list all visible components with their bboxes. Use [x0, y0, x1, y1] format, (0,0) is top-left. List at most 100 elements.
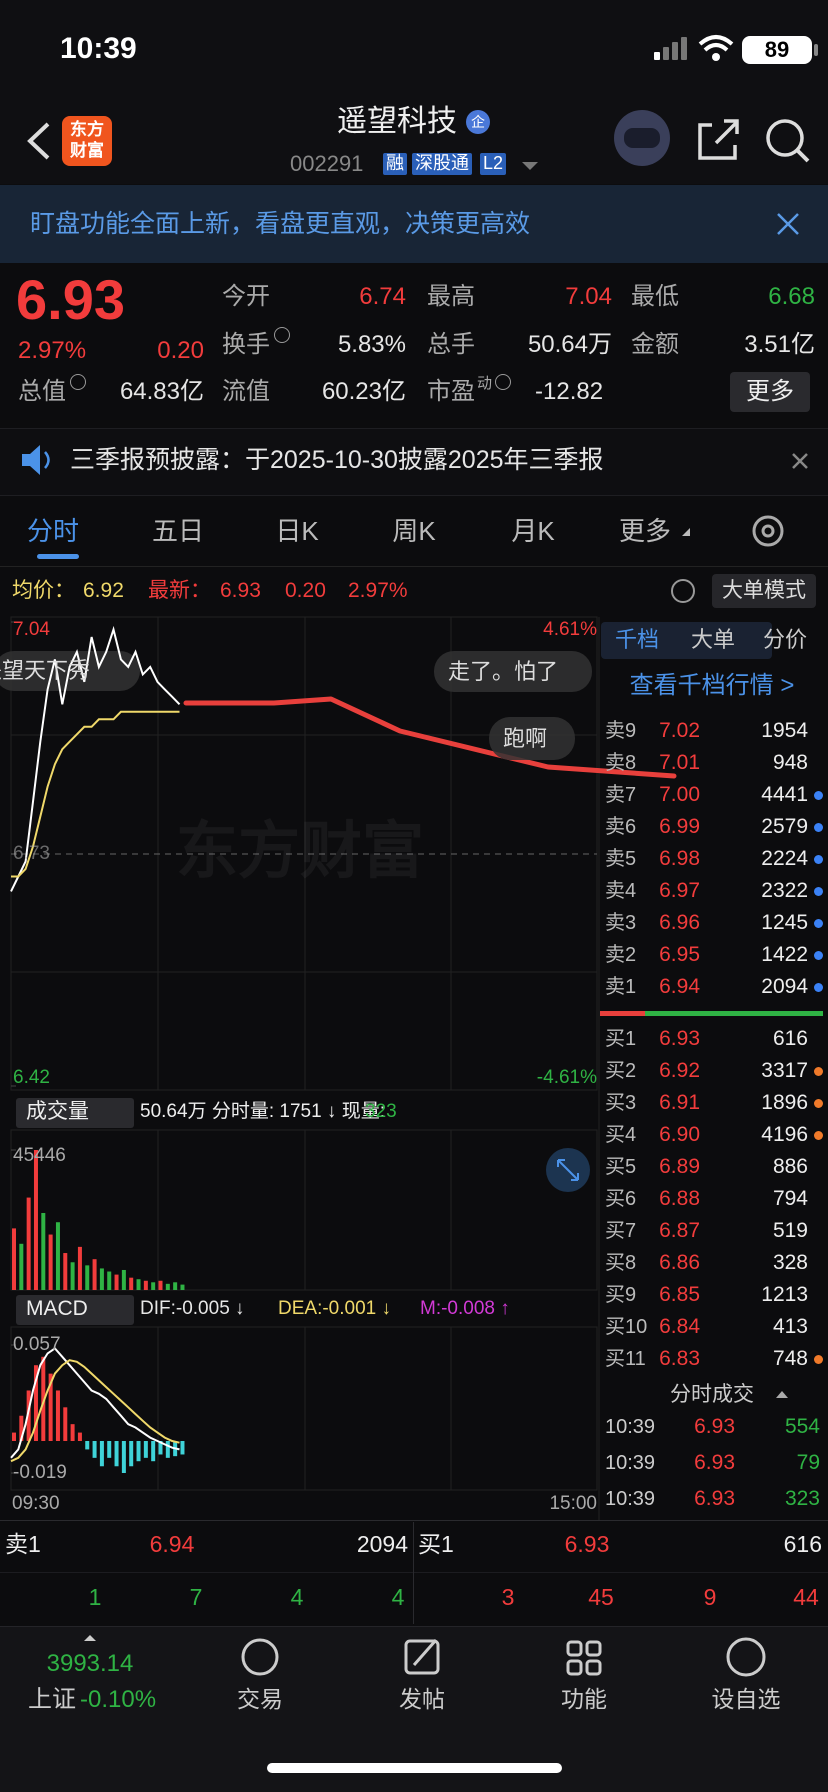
book-price: 6.87	[659, 1219, 700, 1243]
divider	[0, 1520, 828, 1521]
function-icon[interactable]	[585, 1640, 602, 1657]
close-icon[interactable]	[777, 213, 799, 235]
mode-button[interactable]: 大单模式	[722, 579, 806, 603]
book-tab[interactable]: 大单	[690, 626, 736, 652]
function-icon[interactable]	[566, 1640, 583, 1657]
macd-bar	[121, 1441, 126, 1473]
expand-icon[interactable]	[557, 1159, 579, 1181]
logo-bg	[62, 116, 112, 166]
trade-time: 10:39	[605, 1416, 656, 1438]
volume-bar	[55, 1222, 60, 1290]
share-icon[interactable]	[698, 119, 739, 160]
order-dot	[814, 1067, 823, 1076]
tab-label[interactable]: 发帖	[399, 1686, 445, 1713]
volume-bar	[173, 1282, 178, 1290]
order-dot	[814, 951, 823, 960]
notice-text[interactable]: 三季报预披露：于2025-10-30披露2025年三季报	[70, 446, 604, 474]
book-label: 卖1	[605, 976, 637, 998]
search-icon[interactable]	[766, 119, 804, 157]
tab-icons	[241, 1637, 766, 1677]
banner-text[interactable]: 盯盘功能全面上新，看盘更直观，决策更高效	[30, 210, 531, 238]
speaker-icon	[44, 451, 50, 469]
index-value[interactable]: 3993.14	[46, 1649, 134, 1677]
book-tab[interactable]: 分价	[762, 626, 808, 652]
x-tick-label: 15:00	[549, 1492, 597, 1514]
user-drawing[interactable]	[183, 696, 677, 779]
post-icon[interactable]	[412, 1639, 438, 1666]
trade-icon[interactable]	[241, 1638, 279, 1676]
info-icon[interactable]	[274, 327, 290, 343]
ask-count: 1	[88, 1584, 102, 1611]
book-volume: 413	[772, 1315, 808, 1339]
book-volume: 1245	[761, 911, 808, 935]
chart-frame	[10, 616, 600, 1520]
back-icon[interactable]	[27, 122, 50, 160]
signal-bar	[654, 52, 660, 60]
tab-label[interactable]: 功能	[561, 1686, 607, 1713]
period-tab[interactable]: 日K	[275, 516, 319, 547]
book-price: 6.96	[659, 911, 700, 935]
change-pct-value: 2.97%	[348, 579, 408, 603]
book-volume: 3317	[761, 1059, 808, 1083]
book-volume: 886	[772, 1155, 808, 1179]
dropdown-icon[interactable]	[522, 162, 538, 170]
close-icon[interactable]	[792, 453, 808, 469]
battery-icon	[742, 36, 812, 64]
selector-bg[interactable]	[16, 1295, 134, 1325]
avg-label: 均价：	[12, 579, 75, 603]
field-value: 3.51亿	[744, 330, 815, 358]
bid-count: 44	[793, 1584, 819, 1611]
book-volume: 2224	[761, 847, 808, 871]
settings-icon[interactable]	[761, 524, 775, 538]
function-icon[interactable]	[566, 1659, 583, 1676]
more-button[interactable]: 更多	[746, 377, 794, 405]
macd-bar	[19, 1415, 24, 1441]
tab-label[interactable]: 交易	[237, 1686, 283, 1713]
selector-bg[interactable]	[16, 1098, 134, 1128]
period-tab[interactable]: 分时	[26, 516, 80, 547]
volume-bar	[41, 1212, 46, 1290]
y-tick-label: 7.04	[13, 618, 50, 640]
period-tab[interactable]: 五日	[151, 516, 205, 547]
change-amount: 0.20	[157, 336, 204, 364]
index-change[interactable]: -0.10%	[80, 1685, 157, 1713]
more-button-bg[interactable]	[730, 372, 810, 412]
period-tab[interactable]: 更多	[618, 516, 672, 547]
book-price: 6.91	[659, 1091, 700, 1115]
order-dot	[814, 1131, 823, 1140]
info-icon[interactable]	[495, 374, 511, 390]
expand-icon[interactable]	[84, 1635, 96, 1641]
trades-title: 分时成交	[670, 1383, 754, 1407]
trade-volume: 79	[796, 1451, 820, 1475]
help-icon[interactable]	[671, 579, 695, 603]
search-icon[interactable]	[795, 148, 810, 163]
sort-icon[interactable]	[776, 1391, 788, 1398]
period-tab[interactable]: 月K	[511, 516, 555, 547]
clock: 10:39	[60, 32, 137, 65]
watchlist-icon[interactable]	[726, 1637, 766, 1677]
book-volume: 748	[772, 1347, 808, 1371]
battery-tip	[814, 44, 818, 56]
book-link[interactable]: 查看千档行情 >	[629, 671, 795, 699]
settings-icon[interactable]	[752, 515, 784, 547]
indicator-selector[interactable]: MACD	[26, 1297, 88, 1321]
post-icon[interactable]	[404, 1639, 440, 1675]
book-tab[interactable]: 千档	[614, 626, 660, 652]
book-volume: 616	[772, 1027, 808, 1051]
index-name[interactable]: 上证	[28, 1685, 76, 1713]
volume-bar	[107, 1271, 112, 1290]
info-icon[interactable]	[70, 374, 86, 390]
field-label: 最高	[427, 282, 475, 310]
macd-bar	[85, 1441, 90, 1450]
function-icon[interactable]	[585, 1659, 602, 1676]
order-dot	[814, 1355, 823, 1364]
mode-button-bg[interactable]	[712, 574, 816, 608]
book-price: 6.88	[659, 1187, 700, 1211]
book-volume: 2579	[761, 815, 808, 839]
tab-label[interactable]: 设自选	[711, 1686, 781, 1713]
period-tab[interactable]: 周K	[392, 516, 436, 547]
field-label: 今开	[222, 282, 270, 310]
volume-selector[interactable]: 成交量	[26, 1100, 89, 1124]
field-label: 市盈	[427, 377, 475, 405]
ask-count: 4	[391, 1584, 405, 1611]
